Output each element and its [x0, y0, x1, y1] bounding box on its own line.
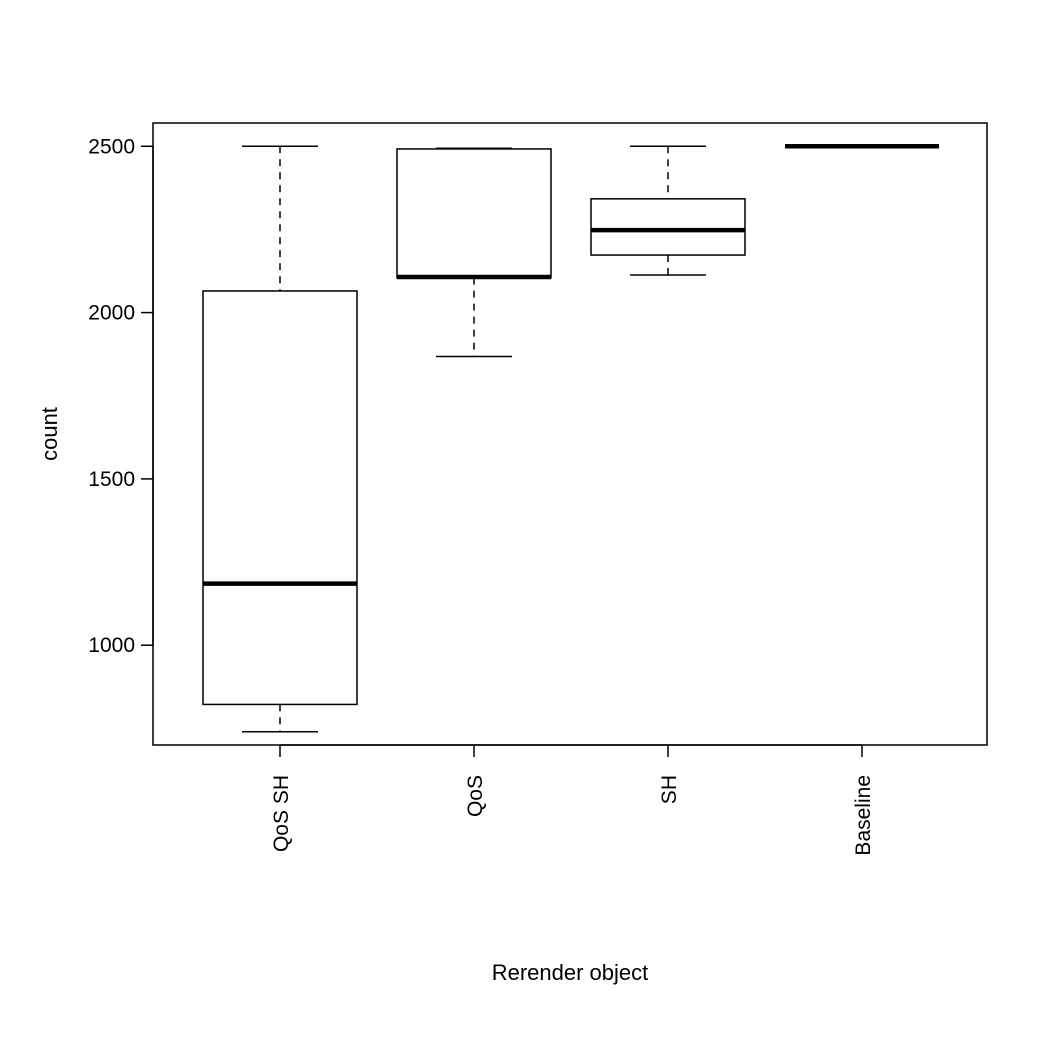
x-tick-label: SH	[658, 775, 681, 804]
x-tick-label: Baseline	[852, 775, 875, 856]
y-axis: 1000 1500 2000 2500	[88, 135, 154, 657]
iqr-box	[396, 148, 552, 279]
boxes-layer	[202, 144, 939, 733]
y-tick-label: 1000	[88, 634, 135, 657]
x-axis-title: Rerender object	[492, 960, 649, 985]
iqr-box	[202, 290, 358, 706]
iqr-box	[590, 198, 746, 256]
x-tick-label: QoS SH	[270, 775, 293, 852]
y-tick-label: 2000	[88, 302, 135, 325]
y-tick-label: 2500	[88, 135, 135, 158]
box-group	[590, 145, 746, 276]
box-group	[396, 147, 552, 358]
y-tick-label: 1500	[88, 468, 135, 491]
y-axis-title: count	[37, 407, 62, 461]
box-group	[202, 145, 358, 733]
x-axis: QoS SH QoS SH Baseline	[270, 744, 875, 856]
x-tick-label: QoS	[464, 775, 487, 817]
